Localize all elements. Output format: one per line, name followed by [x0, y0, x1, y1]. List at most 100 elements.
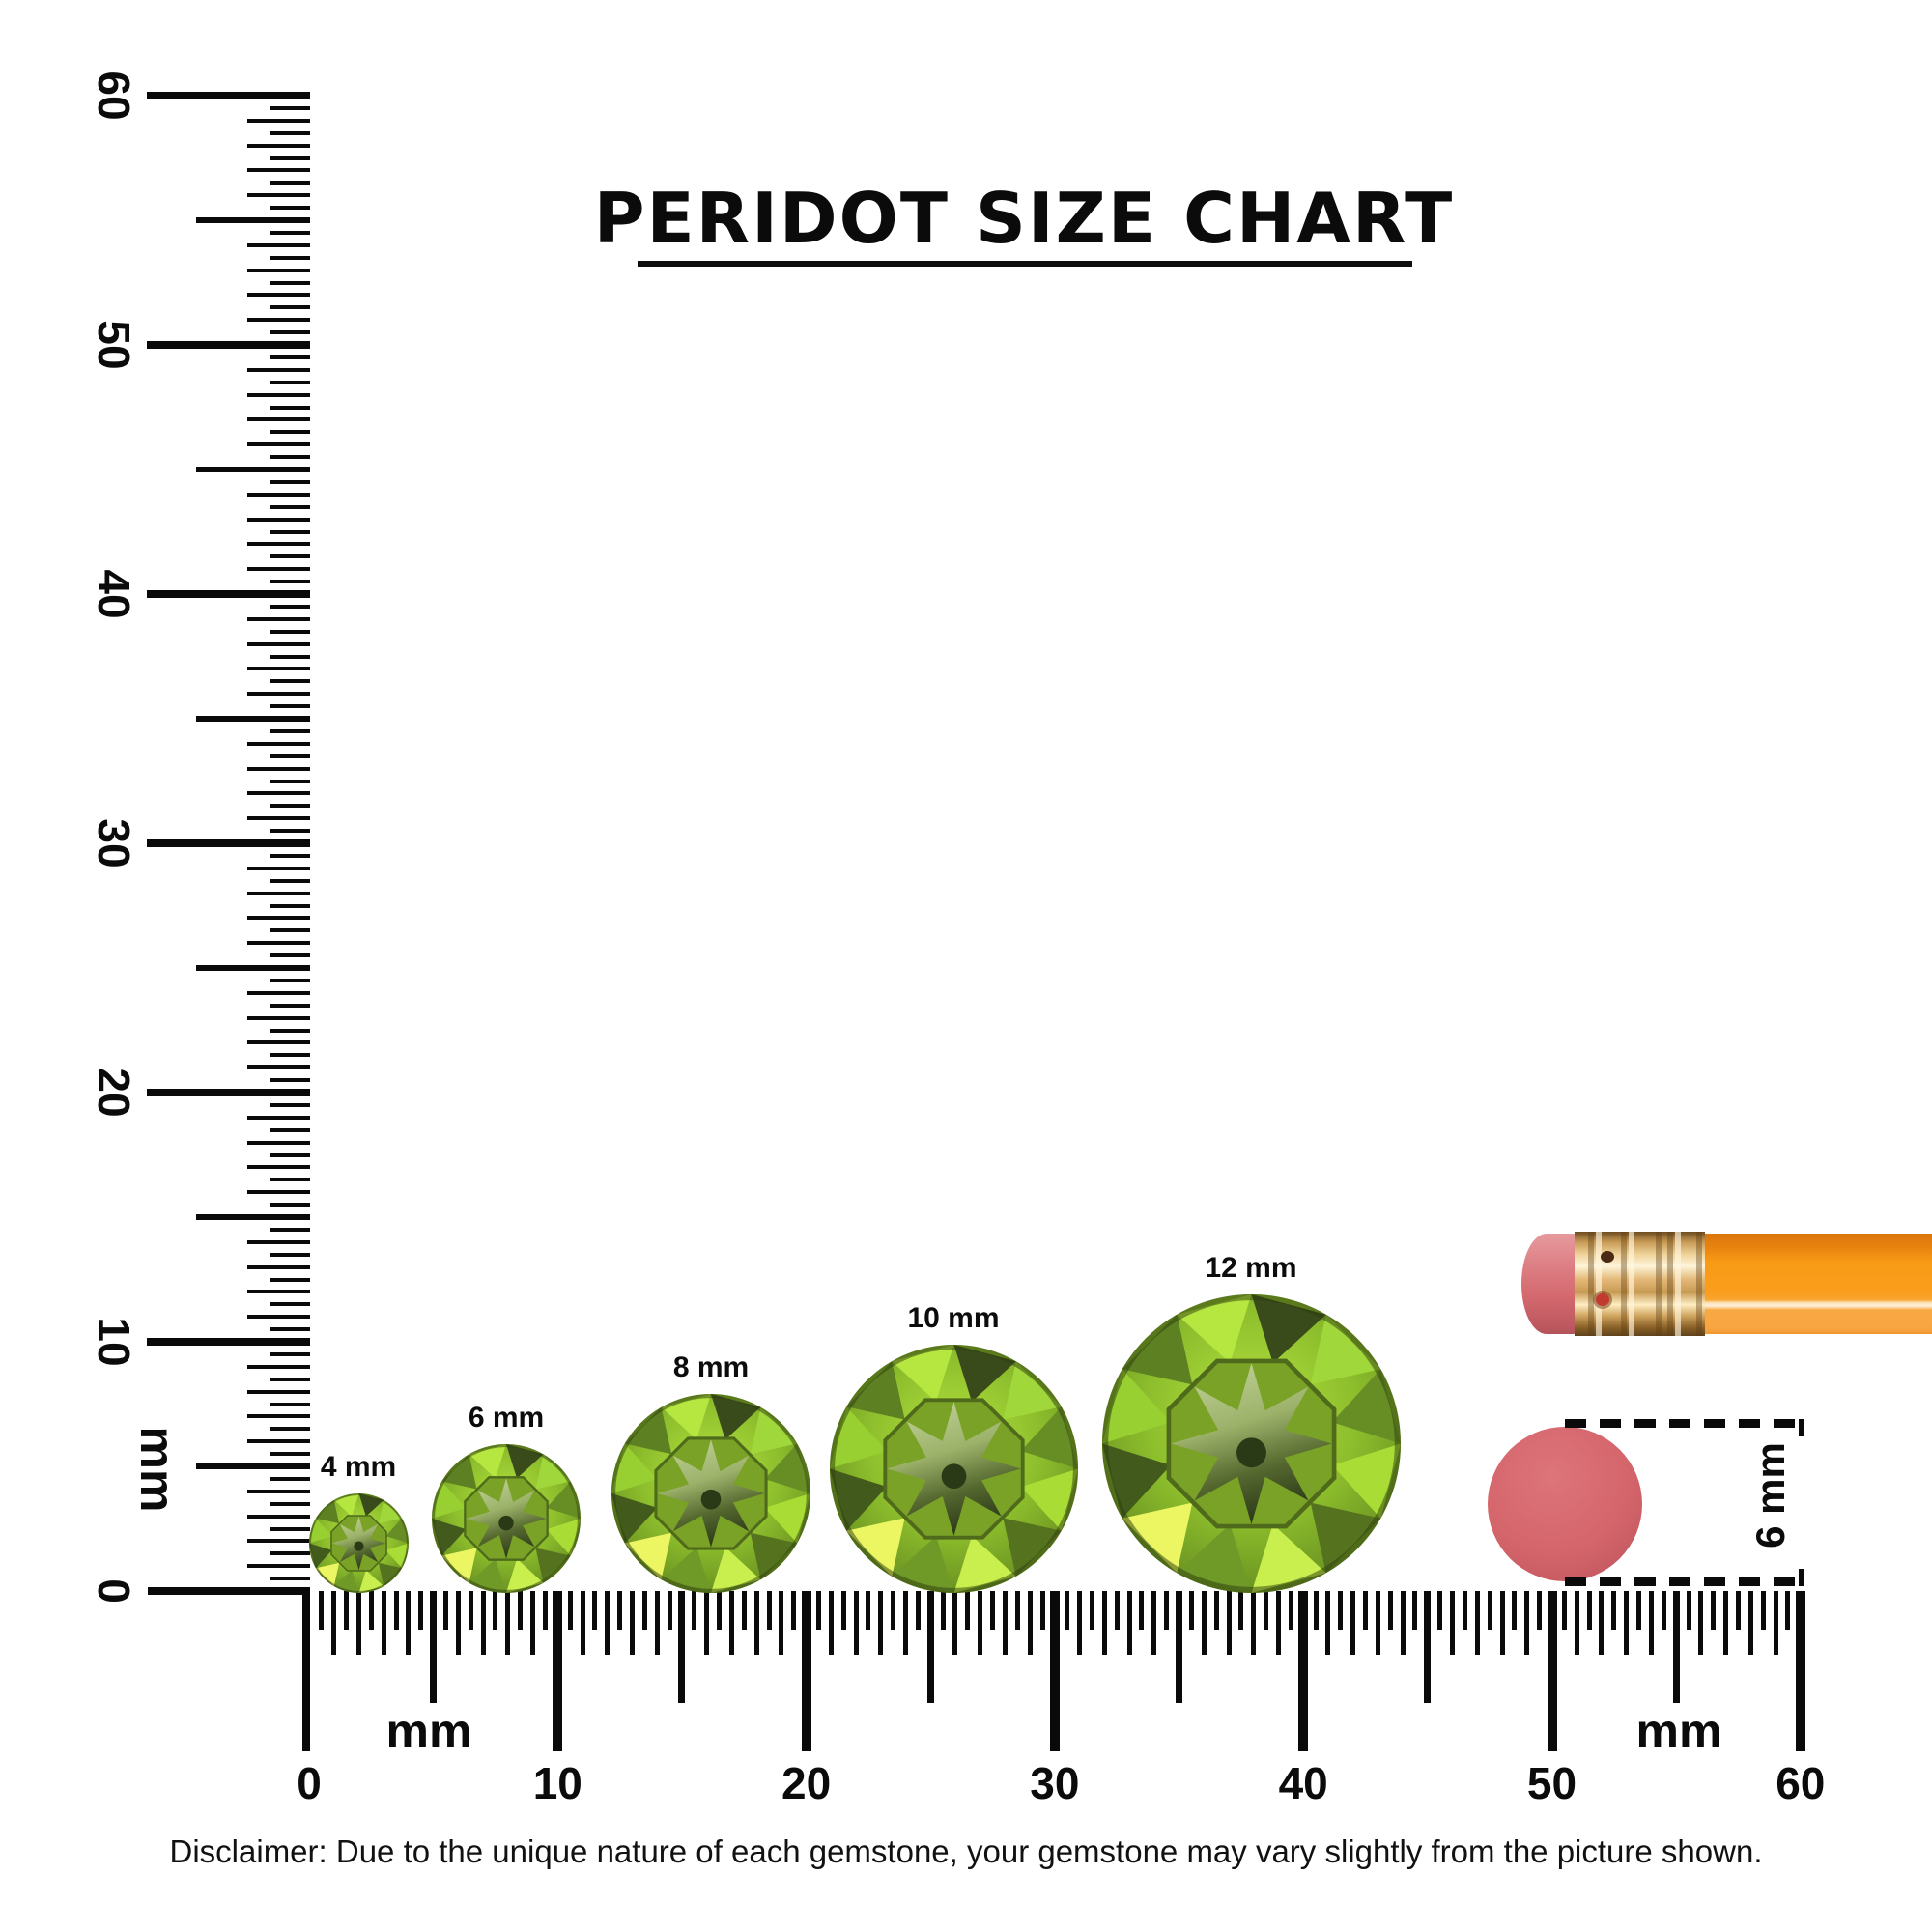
- vertical-ruler-tick: [270, 1203, 310, 1208]
- horizontal-ruler-tick: [815, 1591, 821, 1630]
- ferrule-crimp-line: [1656, 1232, 1662, 1336]
- vertical-ruler-tick: [270, 1551, 310, 1556]
- horizontal-ruler-tick: [1487, 1591, 1492, 1630]
- vertical-ruler-tick: [196, 467, 310, 472]
- ferrule-crimp-line: [1621, 1232, 1627, 1336]
- vertical-ruler-tick: [270, 1402, 310, 1406]
- vertical-ruler-tick: [270, 1427, 310, 1432]
- horizontal-ruler-tick: [344, 1591, 350, 1630]
- vertical-ruler-tick: [147, 1338, 310, 1346]
- horizontal-ruler-tick: [1188, 1591, 1194, 1630]
- vertical-ruler-tick: [270, 1526, 310, 1531]
- horizontal-ruler-tick: [1201, 1591, 1207, 1655]
- vertical-ruler-tick: [247, 242, 310, 247]
- horizontal-ruler-tick: [1424, 1591, 1432, 1703]
- vertical-ruler-tick: [270, 105, 310, 110]
- horizontal-ruler-tick: [828, 1591, 834, 1655]
- ferrule-crimp-line: [1696, 1232, 1702, 1336]
- vertical-ruler-tick: [270, 1053, 310, 1058]
- gem-10mm: [830, 1345, 1078, 1593]
- vertical-ruler-tick: [247, 616, 310, 621]
- horizontal-ruler-tick: [915, 1591, 921, 1630]
- horizontal-ruler-tick: [1735, 1591, 1741, 1630]
- vertical-ruler-tick: [247, 816, 310, 821]
- vertical-ruler-tick: [270, 1577, 310, 1581]
- vertical-ruler-tick: [247, 193, 310, 198]
- measure-dashed-line-bottom: [1565, 1577, 1804, 1586]
- measure-end-cap: [1799, 1569, 1804, 1586]
- horizontal-ruler-tick: [1151, 1591, 1157, 1655]
- vertical-ruler-tick: [147, 839, 310, 847]
- horizontal-ruler-tick: [1164, 1591, 1170, 1630]
- horizontal-ruler-tick: [542, 1591, 548, 1630]
- vertical-ruler-tick: [247, 318, 310, 323]
- horizontal-ruler-tick: [505, 1591, 511, 1655]
- horizontal-ruler-tick: [1387, 1591, 1393, 1630]
- horizontal-ruler-tick: [1537, 1591, 1543, 1630]
- vertical-ruler-tick: [196, 217, 310, 223]
- horizontal-ruler-tick: [617, 1591, 623, 1630]
- horizontal-ruler-tick: [567, 1591, 573, 1630]
- vertical-ruler-tick: [196, 1463, 310, 1469]
- measure-end-cap: [1799, 1419, 1804, 1436]
- horizontal-ruler-tick: [1338, 1591, 1344, 1630]
- horizontal-ruler-tick: [1275, 1591, 1281, 1655]
- horizontal-ruler-tick: [965, 1591, 971, 1630]
- vertical-ruler-tick: [147, 590, 310, 598]
- horizontal-ruler-tick: [728, 1591, 734, 1655]
- vertical-ruler-tick: [270, 305, 310, 310]
- vertical-ruler-tick: [270, 1277, 310, 1282]
- vertical-ruler-tick: [270, 629, 310, 634]
- vertical-ruler-tick: [247, 143, 310, 148]
- vertical-ruler-tick: [270, 853, 310, 858]
- ferrule-crimp-line: [1588, 1232, 1594, 1336]
- vertical-ruler-tick: [247, 1140, 310, 1145]
- vertical-ruler-tick: [270, 978, 310, 982]
- horizontal-ruler-number: 20: [781, 1758, 832, 1808]
- vertical-ruler-tick: [247, 1489, 310, 1493]
- horizontal-ruler-tick: [766, 1591, 772, 1630]
- gem-size-label: 4 mm: [320, 1451, 397, 1483]
- horizontal-ruler-tick: [1238, 1591, 1244, 1630]
- vertical-ruler-tick: [247, 741, 310, 746]
- vertical-ruler-tick: [270, 1227, 310, 1232]
- ruler-corner-horizontal-line: [148, 1587, 310, 1595]
- vertical-ruler-tick: [247, 293, 310, 298]
- disclaimer-text: Disclaimer: Due to the unique nature of …: [169, 1833, 1763, 1869]
- measure-dashed-line-top: [1565, 1419, 1804, 1428]
- horizontal-ruler-tick: [518, 1591, 524, 1630]
- eraser-diameter-label: 6 mm: [1747, 1442, 1793, 1548]
- ruler-corner-vertical-line: [302, 1587, 310, 1751]
- gem-size-label: 8 mm: [672, 1351, 750, 1383]
- horizontal-ruler-tick: [667, 1591, 672, 1630]
- horizontal-ruler-tick: [355, 1591, 361, 1655]
- horizontal-ruler-tick: [1450, 1591, 1456, 1655]
- horizontal-ruler-tick: [1711, 1591, 1717, 1630]
- horizontal-ruler-tick: [866, 1591, 871, 1630]
- horizontal-ruler-tick: [1561, 1591, 1567, 1630]
- horizontal-ruler-tick: [1089, 1591, 1094, 1630]
- vertical-ruler-tick: [270, 829, 310, 834]
- horizontal-ruler-tick: [717, 1591, 723, 1630]
- gem-8mm: [611, 1394, 810, 1593]
- horizontal-ruler-number: 10: [532, 1758, 582, 1808]
- vertical-ruler-tick: [247, 517, 310, 522]
- vertical-ruler-tick: [270, 928, 310, 933]
- page-title: PERIDOT SIZE CHART: [593, 178, 1455, 259]
- horizontal-ruler-tick: [1747, 1591, 1753, 1655]
- gem-image: [430, 1442, 582, 1595]
- vertical-ruler-tick: [270, 156, 310, 160]
- horizontal-ruler-tick: [801, 1591, 811, 1751]
- horizontal-ruler-tick: [952, 1591, 958, 1655]
- vertical-ruler-tick: [270, 479, 310, 484]
- vertical-ruler-tick: [196, 716, 310, 722]
- horizontal-ruler-tick: [1586, 1591, 1592, 1630]
- ferrule-crimp-highlight: [1629, 1232, 1634, 1336]
- vertical-ruler-tick: [247, 1190, 310, 1195]
- horizontal-ruler-tick: [319, 1591, 325, 1630]
- horizontal-ruler-tick: [779, 1591, 784, 1655]
- horizontal-ruler-tick: [1785, 1591, 1791, 1630]
- horizontal-ruler-tick: [1014, 1591, 1020, 1630]
- vertical-ruler-tick: [247, 492, 310, 497]
